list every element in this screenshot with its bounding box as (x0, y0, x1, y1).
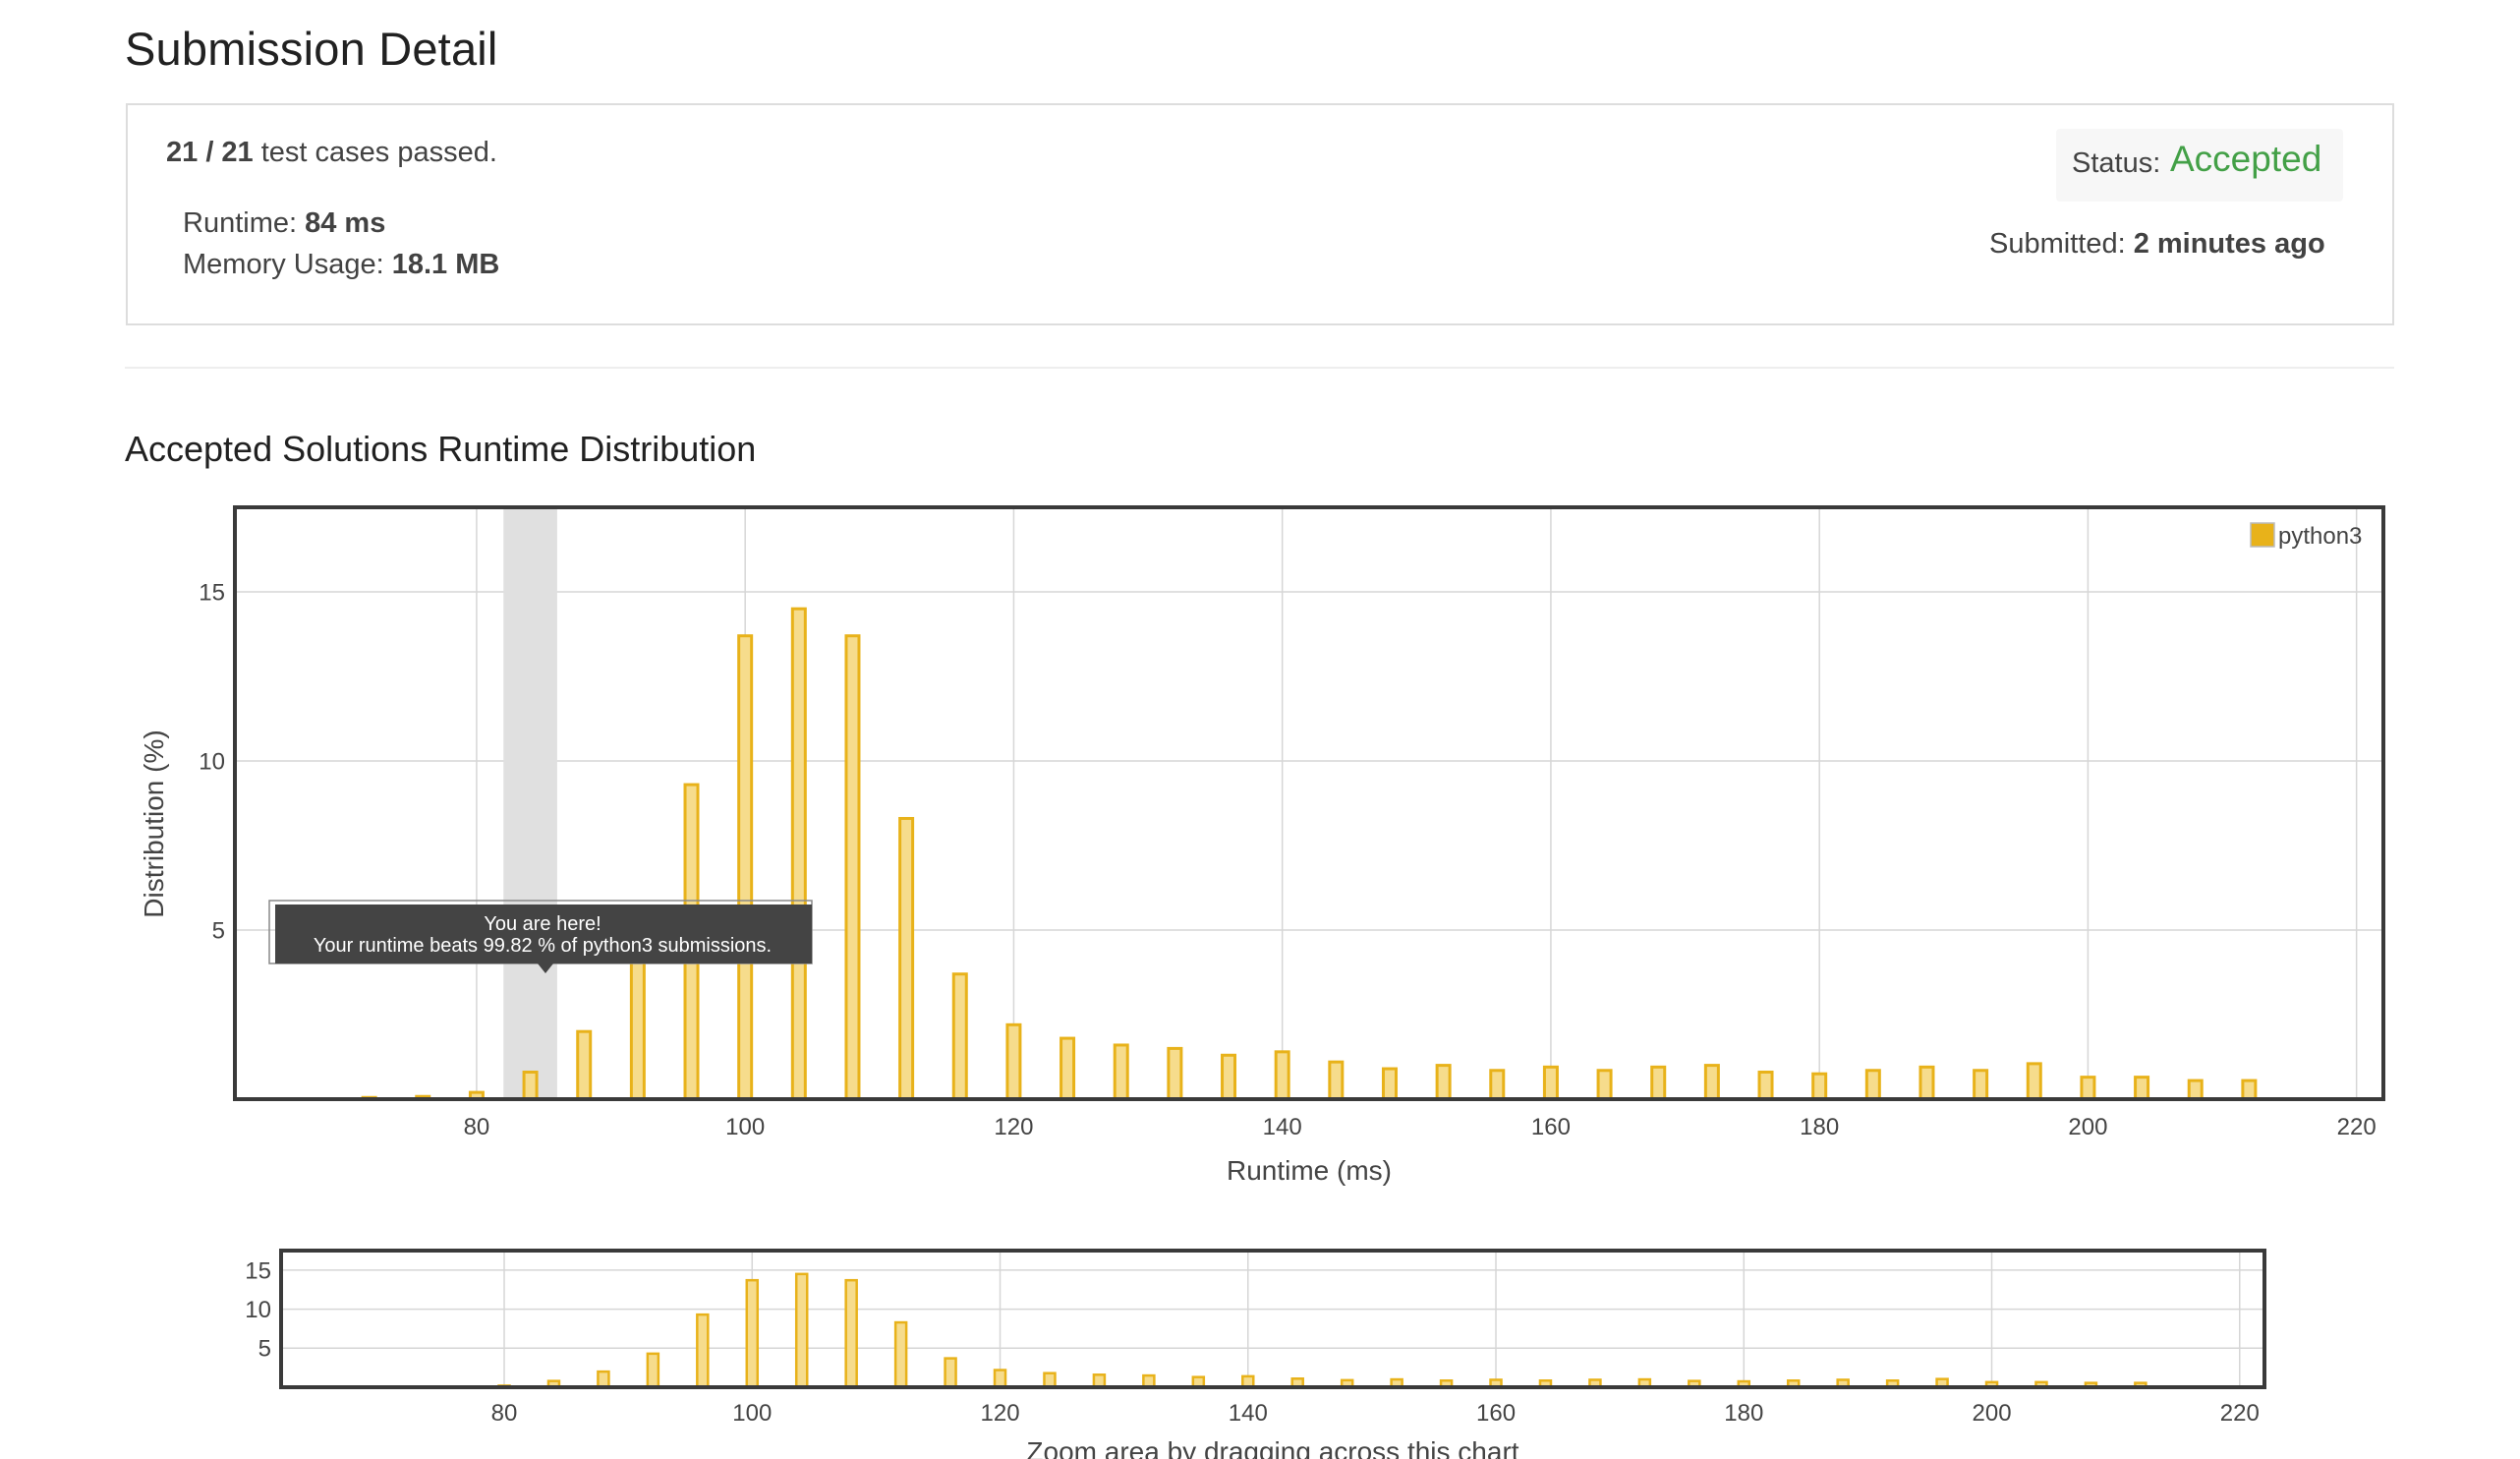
bar[interactable] (893, 1320, 908, 1389)
bar[interactable] (646, 1352, 660, 1389)
memory-text: Memory Usage: 18.1 MB (183, 249, 499, 281)
x-tick-label: 220 (2337, 1114, 2377, 1140)
test-cases-text: 21 / 21 test cases passed. (166, 137, 497, 169)
y-tick-label: 15 (245, 1257, 271, 1284)
bar[interactable] (696, 1313, 710, 1389)
y-tick-label: 10 (199, 748, 225, 775)
bar[interactable] (1757, 1070, 1774, 1101)
bar[interactable] (1043, 1371, 1057, 1389)
submitted-label: Submitted: (1989, 228, 2134, 260)
bar[interactable] (1381, 1067, 1398, 1101)
status-label: Status: (2072, 147, 2161, 179)
y-axis-label: Distribution (%) (139, 730, 169, 917)
y-tick-label: 5 (258, 1336, 271, 1363)
bar[interactable] (1919, 1065, 1935, 1101)
plot-frame (233, 505, 2385, 1101)
page-title: Submission Detail (125, 23, 498, 75)
submitted-value: 2 minutes ago (2133, 228, 2325, 260)
x-tick-label: 220 (2220, 1400, 2260, 1427)
bar[interactable] (1489, 1069, 1506, 1101)
y-tick-label: 15 (199, 579, 225, 606)
bar[interactable] (1005, 1022, 1022, 1101)
bar[interactable] (898, 816, 915, 1101)
runtime-label: Runtime: (183, 207, 306, 239)
test-cases-suffix: test cases passed. (253, 137, 497, 168)
bar[interactable] (2134, 1076, 2150, 1101)
bar[interactable] (745, 1278, 760, 1389)
bar[interactable] (597, 1370, 610, 1389)
tooltip-line-1: You are here! (484, 913, 601, 935)
bar[interactable] (2080, 1076, 2096, 1101)
bar[interactable] (576, 1029, 593, 1101)
bar[interactable] (1650, 1065, 1667, 1101)
tooltip-box (275, 905, 812, 963)
bar[interactable] (1113, 1043, 1129, 1101)
bar[interactable] (844, 634, 861, 1101)
bar[interactable] (1167, 1046, 1183, 1101)
bar[interactable] (1328, 1060, 1345, 1101)
x-tick-label: 180 (1724, 1400, 1763, 1427)
bar[interactable] (951, 972, 968, 1101)
section-title: Accepted Solutions Runtime Distribution (125, 429, 757, 469)
bar[interactable] (1596, 1069, 1613, 1101)
bar[interactable] (629, 952, 646, 1101)
runtime-value: 84 ms (305, 207, 386, 239)
x-axis-label: Zoom area by dragging across this chart (1026, 1436, 1518, 1459)
runtime-text: Runtime: 84 ms (183, 207, 385, 240)
bar[interactable] (2187, 1079, 2204, 1101)
bar[interactable] (1221, 1053, 1237, 1101)
x-tick-label: 200 (2068, 1114, 2107, 1140)
x-tick-label: 160 (1531, 1114, 1571, 1140)
x-tick-label: 140 (1263, 1114, 1302, 1140)
legend-swatch[interactable] (2250, 522, 2275, 548)
section-divider (125, 367, 2394, 369)
test-cases-count: 21 / 21 (166, 137, 254, 168)
bar[interactable] (522, 1070, 539, 1101)
bar[interactable] (2026, 1062, 2042, 1101)
bar[interactable] (944, 1357, 957, 1389)
x-tick-label: 200 (1973, 1400, 2012, 1427)
x-tick-label: 120 (994, 1114, 1033, 1140)
x-tick-label: 180 (1800, 1114, 1839, 1140)
memory-label: Memory Usage: (183, 249, 392, 280)
bar[interactable] (737, 634, 754, 1101)
x-tick-label: 100 (732, 1400, 772, 1427)
legend-label: python3 (2278, 523, 2362, 550)
bar[interactable] (993, 1369, 1007, 1389)
memory-value: 18.1 MB (391, 249, 500, 280)
y-tick-label: 10 (245, 1297, 271, 1323)
submission-summary-card (126, 103, 2394, 325)
bar[interactable] (1542, 1065, 1559, 1101)
x-tick-label: 80 (464, 1114, 490, 1140)
bar[interactable] (1811, 1072, 1828, 1101)
x-tick-label: 80 (491, 1400, 518, 1427)
bar[interactable] (844, 1278, 858, 1389)
bar[interactable] (1274, 1050, 1290, 1101)
tooltip-pointer (538, 963, 553, 973)
x-tick-label: 140 (1229, 1400, 1268, 1427)
x-tick-label: 160 (1476, 1400, 1516, 1427)
bar[interactable] (1060, 1036, 1076, 1101)
x-axis-label: Runtime (ms) (1227, 1155, 1392, 1186)
x-tick-label: 120 (981, 1400, 1020, 1427)
bar[interactable] (1435, 1064, 1452, 1101)
bar[interactable] (1703, 1064, 1720, 1101)
tooltip-line-2: Your runtime beats 99.82 % of python3 su… (314, 935, 772, 957)
bar[interactable] (2241, 1079, 2258, 1101)
status-value: Accepted (2170, 139, 2322, 179)
bar[interactable] (794, 1272, 809, 1389)
x-tick-label: 100 (725, 1114, 765, 1140)
plot-frame (279, 1249, 2266, 1389)
y-tick-label: 5 (212, 917, 225, 944)
your-runtime-band (503, 507, 557, 1099)
bar[interactable] (790, 607, 807, 1101)
submitted-text: Submitted: 2 minutes ago (1989, 228, 2325, 261)
bar[interactable] (1864, 1069, 1881, 1101)
bar[interactable] (1973, 1069, 1989, 1101)
status-badge (2056, 129, 2343, 202)
